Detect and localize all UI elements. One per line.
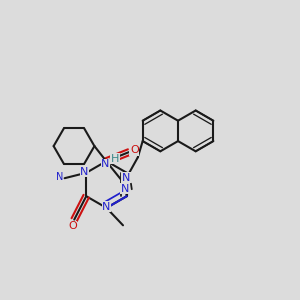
Text: O: O [68, 221, 77, 231]
Text: N: N [121, 184, 129, 194]
Text: N: N [80, 167, 88, 177]
Text: N: N [56, 172, 63, 182]
Text: N: N [102, 202, 111, 212]
Text: O: O [130, 145, 139, 155]
Text: N: N [122, 173, 130, 183]
Text: H: H [111, 154, 119, 164]
Text: N: N [101, 159, 110, 169]
